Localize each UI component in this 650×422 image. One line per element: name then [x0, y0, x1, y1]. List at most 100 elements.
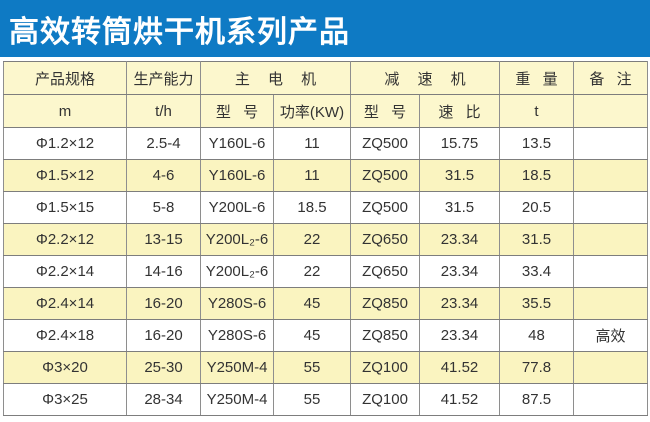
cell-spec: Φ2.2×14	[3, 255, 127, 288]
cell-capacity: 13-15	[126, 223, 201, 256]
cell-capacity: 16-20	[126, 287, 201, 320]
table-sub-header-row: m t/h 型 号 功率(KW) 型 号 速 比 t	[3, 94, 648, 128]
cell-reducer-model: ZQ500	[350, 127, 420, 160]
cell-spec: Φ1.5×15	[3, 191, 127, 224]
header-capacity: 生产能力	[126, 61, 201, 95]
cell-reducer-model: ZQ500	[350, 159, 420, 192]
cell-motor-power: 11	[273, 127, 351, 160]
cell-remark	[573, 351, 648, 384]
cell-reducer-model: ZQ850	[350, 287, 420, 320]
cell-capacity: 14-16	[126, 255, 201, 288]
subheader-motor-power: 功率(KW)	[273, 94, 351, 128]
cell-reducer-model: ZQ650	[350, 255, 420, 288]
subheader-remark-empty	[573, 94, 648, 128]
cell-motor-model: Y200L-6	[200, 191, 274, 224]
cell-spec: Φ3×25	[3, 383, 127, 416]
table-row: Φ2.4×18 16-20 Y280S-6 45 ZQ850 23.34 48 …	[3, 319, 648, 352]
cell-ratio: 23.34	[419, 287, 500, 320]
cell-capacity: 4-6	[126, 159, 201, 192]
cell-ratio: 23.34	[419, 319, 500, 352]
cell-remark	[573, 191, 648, 224]
subheader-spec-unit: m	[3, 94, 127, 128]
cell-remark	[573, 127, 648, 160]
cell-motor-power: 45	[273, 319, 351, 352]
cell-motor-power: 18.5	[273, 191, 351, 224]
cell-weight: 48	[499, 319, 574, 352]
cell-motor-power: 55	[273, 383, 351, 416]
cell-motor-model: Y200L₂-6	[200, 255, 274, 288]
cell-capacity: 25-30	[126, 351, 201, 384]
title-banner: 高效转筒烘干机系列产品	[0, 0, 650, 57]
cell-reducer-model: ZQ100	[350, 351, 420, 384]
cell-ratio: 15.75	[419, 127, 500, 160]
cell-remark: 高效	[573, 319, 648, 352]
table-row: Φ1.5×12 4-6 Y160L-6 11 ZQ500 31.5 18.5	[3, 159, 648, 192]
cell-motor-power: 11	[273, 159, 351, 192]
cell-remark	[573, 255, 648, 288]
cell-spec: Φ1.2×12	[3, 127, 127, 160]
cell-weight: 31.5	[499, 223, 574, 256]
cell-capacity: 5-8	[126, 191, 201, 224]
cell-reducer-model: ZQ650	[350, 223, 420, 256]
table-row: Φ3×25 28-34 Y250M-4 55 ZQ100 41.52 87.5	[3, 383, 648, 416]
cell-remark	[573, 383, 648, 416]
cell-motor-model: Y250M-4	[200, 383, 274, 416]
header-main-motor: 主 电 机	[200, 61, 351, 95]
subheader-capacity-unit: t/h	[126, 94, 201, 128]
cell-motor-power: 22	[273, 223, 351, 256]
subheader-weight-unit: t	[499, 94, 574, 128]
cell-motor-power: 45	[273, 287, 351, 320]
cell-spec: Φ3×20	[3, 351, 127, 384]
subheader-motor-model: 型 号	[200, 94, 274, 128]
cell-spec: Φ1.5×12	[3, 159, 127, 192]
cell-motor-model: Y200L₂-6	[200, 223, 274, 256]
page-title: 高效转筒烘干机系列产品	[9, 15, 350, 49]
cell-weight: 77.8	[499, 351, 574, 384]
header-product-spec: 产品规格	[3, 61, 127, 95]
cell-capacity: 16-20	[126, 319, 201, 352]
cell-remark	[573, 287, 648, 320]
product-spec-table: 产品规格 生产能力 主 电 机 减 速 机 重 量 备 注 m t/h 型 号 …	[3, 61, 648, 416]
header-reducer: 减 速 机	[350, 61, 500, 95]
cell-motor-model: Y250M-4	[200, 351, 274, 384]
cell-remark	[573, 223, 648, 256]
header-weight: 重 量	[499, 61, 574, 95]
cell-motor-model: Y280S-6	[200, 287, 274, 320]
subheader-reducer-ratio: 速 比	[419, 94, 500, 128]
subheader-reducer-model: 型 号	[350, 94, 420, 128]
table-row: Φ2.2×12 13-15 Y200L₂-6 22 ZQ650 23.34 31…	[3, 223, 648, 256]
cell-weight: 20.5	[499, 191, 574, 224]
cell-spec: Φ2.4×18	[3, 319, 127, 352]
cell-spec: Φ2.4×14	[3, 287, 127, 320]
cell-ratio: 41.52	[419, 351, 500, 384]
cell-motor-model: Y160L-6	[200, 159, 274, 192]
cell-weight: 18.5	[499, 159, 574, 192]
table-group-header-row: 产品规格 生产能力 主 电 机 减 速 机 重 量 备 注	[3, 61, 648, 95]
table-row: Φ1.5×15 5-8 Y200L-6 18.5 ZQ500 31.5 20.5	[3, 191, 648, 224]
cell-capacity: 28-34	[126, 383, 201, 416]
table-row: Φ3×20 25-30 Y250M-4 55 ZQ100 41.52 77.8	[3, 351, 648, 384]
cell-weight: 13.5	[499, 127, 574, 160]
cell-capacity: 2.5-4	[126, 127, 201, 160]
cell-motor-model: Y160L-6	[200, 127, 274, 160]
cell-ratio: 23.34	[419, 223, 500, 256]
table-row: Φ1.2×12 2.5-4 Y160L-6 11 ZQ500 15.75 13.…	[3, 127, 648, 160]
table-row: Φ2.4×14 16-20 Y280S-6 45 ZQ850 23.34 35.…	[3, 287, 648, 320]
cell-ratio: 31.5	[419, 159, 500, 192]
cell-ratio: 41.52	[419, 383, 500, 416]
cell-reducer-model: ZQ100	[350, 383, 420, 416]
cell-ratio: 31.5	[419, 191, 500, 224]
cell-weight: 35.5	[499, 287, 574, 320]
cell-motor-power: 22	[273, 255, 351, 288]
cell-reducer-model: ZQ500	[350, 191, 420, 224]
cell-motor-model: Y280S-6	[200, 319, 274, 352]
cell-weight: 33.4	[499, 255, 574, 288]
table-row: Φ2.2×14 14-16 Y200L₂-6 22 ZQ650 23.34 33…	[3, 255, 648, 288]
cell-spec: Φ2.2×12	[3, 223, 127, 256]
cell-ratio: 23.34	[419, 255, 500, 288]
cell-weight: 87.5	[499, 383, 574, 416]
cell-reducer-model: ZQ850	[350, 319, 420, 352]
header-remark: 备 注	[573, 61, 648, 95]
cell-remark	[573, 159, 648, 192]
cell-motor-power: 55	[273, 351, 351, 384]
